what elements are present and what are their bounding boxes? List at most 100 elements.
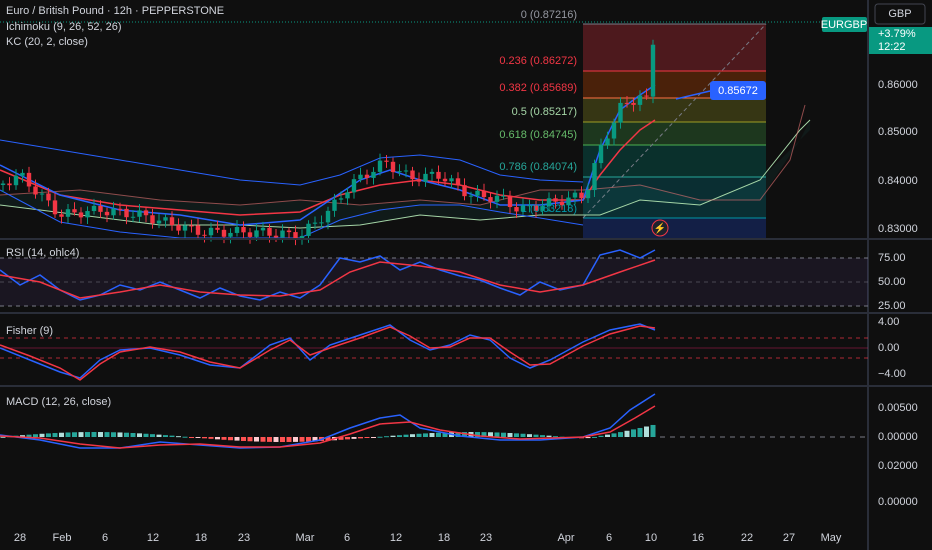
candle-body (351, 179, 357, 193)
pane-tick-label: 0.00500 (878, 402, 918, 414)
candle-body (449, 178, 454, 182)
histogram-bar (611, 433, 617, 437)
candle-body (572, 192, 578, 198)
histogram-bar (241, 437, 246, 441)
candle-body (91, 205, 97, 212)
candle-body (182, 225, 188, 231)
fib-level-label: 0.382 (0.85689) (499, 82, 577, 94)
candle-body (397, 171, 402, 173)
time-tick-label: Feb (53, 532, 72, 544)
candle-body (533, 205, 539, 211)
signal-line (0, 405, 656, 449)
histogram-bar (345, 437, 350, 440)
time-tick-label: 18 (438, 532, 450, 544)
pane-tick-label: −4.00 (878, 368, 906, 380)
histogram-bar (585, 437, 591, 439)
fib-level-label: 0.786 (0.84074) (499, 161, 577, 173)
histogram-bar (423, 433, 428, 437)
last-price-box (869, 27, 932, 54)
histogram-bar (52, 433, 58, 437)
histogram-bar (371, 437, 376, 438)
histogram-bar (592, 436, 597, 438)
histogram-bar (156, 434, 162, 437)
histogram-bar (403, 434, 409, 437)
candle-body (299, 235, 305, 241)
alert-icon[interactable] (651, 219, 669, 237)
candle-body (78, 212, 84, 218)
price-marker-label: 0.85672 (718, 85, 758, 97)
fib-retracement[interactable] (582, 23, 767, 238)
candle-body (377, 160, 383, 172)
pane-tick-label: 25.00 (878, 300, 906, 312)
histogram-bar (182, 436, 188, 438)
histogram-bar (455, 432, 461, 437)
histogram-bar (286, 437, 292, 442)
histogram-bar (254, 437, 259, 442)
histogram-bar (273, 437, 279, 442)
candle-body (137, 210, 142, 217)
candle-body (150, 215, 155, 224)
candle-body (52, 200, 58, 215)
candle-body (85, 211, 90, 218)
candle-body (13, 175, 19, 186)
time-tick-label: 12 (147, 532, 159, 544)
macd-histogram (0, 424, 656, 442)
fisher-trigger (0, 325, 656, 381)
time-tick-label: 10 (645, 532, 657, 544)
candle-body (390, 161, 396, 173)
histogram-bar (358, 437, 363, 439)
candle-body (631, 102, 636, 105)
candle-body (650, 44, 656, 97)
histogram-bar (137, 433, 142, 437)
candle-body (423, 173, 428, 182)
time-tick-label: 27 (783, 532, 795, 544)
candle-body (46, 193, 51, 201)
candle-body (319, 222, 324, 224)
price-tick-label: 0.86000 (878, 79, 918, 91)
alert-icon-glyph: ⚡ (654, 222, 666, 235)
candle-body (221, 229, 227, 237)
candle-body (442, 178, 448, 182)
currency-button[interactable] (874, 3, 926, 25)
histogram-bar (26, 434, 32, 437)
time-tick-label: 22 (741, 532, 753, 544)
candle-body (481, 190, 487, 198)
candle-body (202, 234, 207, 236)
tenkan (0, 84, 656, 226)
histogram-bar (46, 433, 51, 437)
candle-body (436, 171, 441, 179)
rsi-ma (0, 259, 656, 299)
histogram-bar (475, 432, 480, 437)
pane-title: Fisher (9) (6, 325, 53, 337)
histogram-bar (624, 430, 630, 437)
candle-body (65, 209, 71, 217)
histogram-bar (293, 437, 298, 442)
candle-body (579, 192, 584, 199)
histogram-bar (605, 434, 610, 437)
histogram-bar (306, 437, 311, 442)
candle-body (462, 185, 467, 197)
kc-upper (0, 139, 584, 186)
histogram-bar (397, 435, 402, 437)
histogram-bar (267, 437, 272, 442)
candle-body (416, 179, 422, 182)
histogram-bar (169, 435, 175, 437)
candle-body (559, 201, 565, 206)
histogram-bar (0, 436, 6, 438)
senkou-a (0, 119, 811, 229)
candle-body (312, 222, 318, 224)
candle-body (156, 220, 162, 224)
histogram-bar (527, 434, 532, 437)
ticker-tag (822, 17, 867, 32)
histogram-bar (462, 432, 467, 437)
histogram-bar (33, 434, 38, 437)
candle-body (293, 232, 298, 241)
candle-body (215, 227, 220, 230)
histogram-bar (221, 437, 227, 440)
histogram-bar (540, 435, 545, 437)
candle-body (501, 195, 506, 197)
price-marker[interactable] (710, 81, 766, 100)
histogram-bar (130, 433, 136, 437)
candle-body (455, 178, 461, 186)
